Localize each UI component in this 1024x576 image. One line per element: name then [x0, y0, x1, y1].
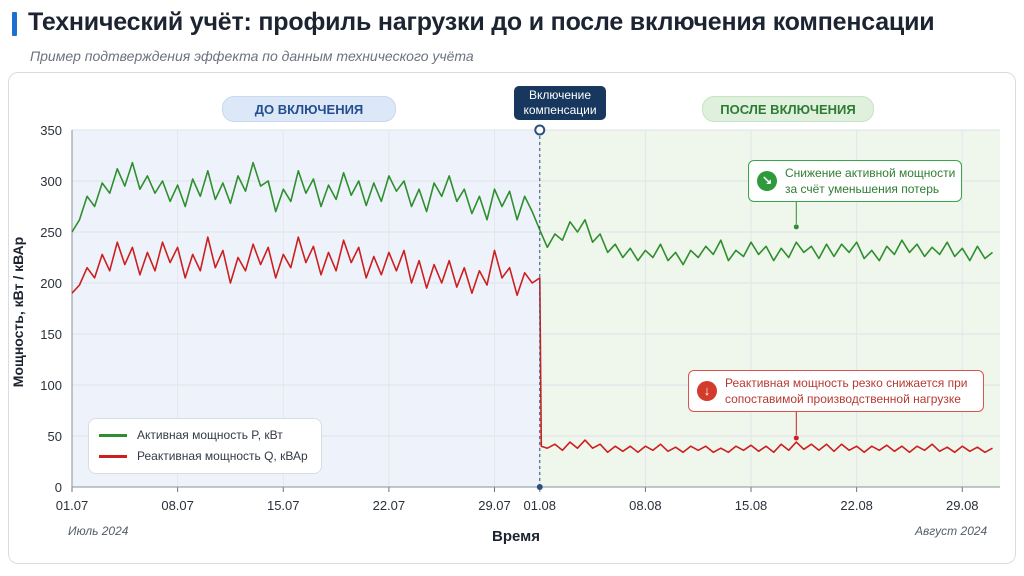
y-tick-label: 350 [40, 123, 62, 138]
y-tick-label: 50 [48, 429, 62, 444]
y-tick-label: 100 [40, 378, 62, 393]
x-axis-label: Время [492, 528, 540, 545]
y-tick-label: 300 [40, 174, 62, 189]
y-tick-label: 200 [40, 276, 62, 291]
title-accent-bar [12, 12, 17, 36]
x-tick-label: 22.08 [840, 498, 873, 513]
arrow-down-icon: ↓ [697, 381, 717, 401]
x-tick-label: 29.08 [946, 498, 979, 513]
chart-axes: 0 50 100 150 200 250 300 350 01.07 08.07 15.07 22.0… [40, 123, 1000, 513]
switch-marker-top [534, 124, 546, 136]
legend-swatch-reactive [99, 454, 127, 458]
y-tick-label: 150 [40, 327, 62, 342]
active-power-annotation: ↘ Снижение активной мощности за счёт уме… [748, 160, 962, 202]
reactive-annotation-point [793, 435, 799, 441]
switch-marker-bottom [536, 484, 543, 490]
x-tick-label: 29.07 [478, 498, 511, 513]
reactive-power-line [71, 236, 993, 454]
legend-item-reactive: Реактивная мощность Q, кВАр [99, 449, 308, 463]
active-power-annotation-text: Снижение активной мощности за счёт умень… [785, 166, 956, 196]
legend-label-active: Активная мощность P, кВт [137, 428, 283, 442]
phase-before-badge: ДО ВКЛЮЧЕНИЯ [222, 96, 396, 122]
chart-markers [534, 124, 799, 490]
reactive-power-annotation-text: Реактивная мощность резко снижается при … [725, 376, 968, 406]
x-tick-label: 08.08 [629, 498, 662, 513]
reactive-power-annotation: ↓ Реактивная мощность резко снижается пр… [688, 370, 984, 412]
x-tick-label: 15.08 [735, 498, 768, 513]
y-axis-label: Мощность, кВт / кВАр [10, 236, 26, 388]
month-label-august: Август 2024 [915, 524, 988, 538]
page-subtitle: Пример подтверждения эффекта по данным т… [30, 48, 474, 64]
month-label-july: Июль 2024 [68, 524, 129, 538]
legend-swatch-active [99, 433, 127, 437]
chart-legend: Активная мощность P, кВт Реактивная мощн… [88, 418, 322, 474]
x-tick-label: 01.08 [523, 498, 556, 513]
x-tick-label: 22.07 [373, 498, 406, 513]
active-power-line [71, 161, 994, 266]
arrow-down-right-icon: ↘ [757, 171, 777, 191]
chart-series [71, 161, 994, 454]
active-annotation-point [793, 224, 799, 230]
x-tick-label: 01.07 [56, 498, 89, 513]
switch-event-label: Включение компенсации [514, 86, 606, 120]
page-title: Технический учёт: профиль нагрузки до и … [28, 8, 935, 36]
y-tick-label: 250 [40, 225, 62, 240]
phase-after-badge: ПОСЛЕ ВКЛЮЧЕНИЯ [702, 96, 874, 122]
x-tick-label: 15.07 [267, 498, 300, 513]
x-tick-label: 08.07 [161, 498, 194, 513]
legend-label-reactive: Реактивная мощность Q, кВАр [137, 449, 308, 463]
y-tick-label: 0 [55, 480, 62, 495]
legend-item-active: Активная мощность P, кВт [99, 428, 283, 442]
